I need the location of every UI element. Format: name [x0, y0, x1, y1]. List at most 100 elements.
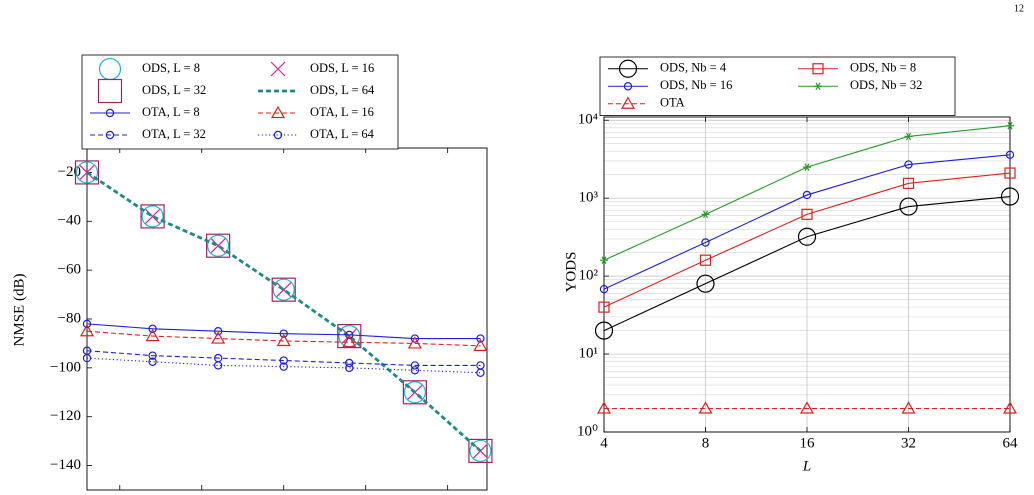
marker — [345, 358, 354, 368]
y-tick-label: −100 — [50, 359, 81, 375]
marker — [410, 366, 420, 375]
series-line — [603, 172, 1011, 308]
marker — [701, 238, 710, 247]
marker — [799, 401, 815, 414]
marker — [402, 380, 427, 405]
marker — [279, 356, 288, 365]
x-tick-label: 25 — [358, 493, 373, 495]
marker — [271, 277, 296, 302]
y-tick-label: 10³ — [579, 190, 599, 206]
y-tick-label: 10¹ — [579, 345, 599, 361]
marker — [97, 78, 123, 104]
marker — [206, 233, 231, 258]
y-tick-label: −40 — [58, 213, 81, 229]
marker — [473, 443, 488, 459]
marker — [802, 190, 812, 200]
x-tick-label: 8 — [702, 435, 710, 451]
marker — [698, 401, 713, 414]
marker — [140, 204, 165, 229]
marker — [342, 334, 357, 348]
marker — [476, 334, 485, 343]
marker — [469, 439, 492, 463]
marker — [618, 59, 638, 78]
y-tick-label: 10² — [579, 268, 599, 284]
legend-label: ODS, Nb = 32 — [850, 78, 922, 92]
marker — [1004, 167, 1016, 179]
marker — [403, 381, 426, 404]
x-tick-label: 4 — [600, 435, 608, 451]
y-tick-label: −120 — [50, 408, 81, 424]
legend-label: ODS, Nb = 4 — [660, 61, 727, 75]
x-tick-label: 15 — [194, 493, 209, 495]
legend-box — [81, 54, 399, 150]
marker — [337, 324, 362, 349]
page-number: 12 — [1014, 3, 1024, 14]
legend-label: ODS, L = 32 — [142, 83, 206, 97]
marker — [273, 130, 283, 140]
marker — [901, 401, 916, 414]
marker — [276, 333, 291, 347]
series-line — [86, 350, 481, 366]
marker — [279, 362, 288, 371]
marker — [699, 254, 712, 266]
legend-label: ODS, L = 64 — [310, 83, 375, 97]
series-line — [603, 195, 1011, 332]
marker — [812, 63, 824, 75]
legend-label: OTA, L = 64 — [310, 127, 375, 141]
x-tick-label: 30 — [440, 493, 455, 495]
marker — [345, 363, 354, 373]
marker — [620, 96, 636, 109]
series-line — [86, 171, 482, 452]
marker — [148, 351, 157, 360]
marker — [797, 227, 817, 246]
y-tick-label: 10⁴ — [578, 112, 598, 128]
marker — [211, 331, 226, 344]
marker — [696, 274, 715, 293]
marker — [82, 353, 92, 363]
marker — [210, 238, 226, 254]
marker — [105, 108, 115, 118]
marker — [598, 301, 610, 313]
legend-label: ODS, L = 8 — [142, 61, 200, 75]
marker — [476, 368, 485, 377]
legend-label: ODS, Nb = 16 — [660, 78, 732, 92]
marker — [899, 197, 918, 216]
marker — [279, 329, 288, 338]
legend-label: ODS, Nb = 8 — [850, 61, 916, 75]
marker — [801, 208, 813, 220]
marker — [148, 357, 157, 366]
x-tick-label: 16 — [800, 435, 816, 451]
legend-box — [599, 56, 956, 116]
plot-frame — [603, 116, 1011, 433]
marker — [473, 338, 488, 351]
marker — [270, 61, 286, 77]
legend-label: OTA, L = 32 — [142, 127, 206, 141]
marker — [814, 82, 822, 91]
marker — [594, 321, 614, 340]
marker — [1005, 150, 1015, 160]
series-line — [86, 357, 481, 374]
marker — [74, 160, 100, 185]
marker — [1006, 121, 1014, 130]
marker — [213, 327, 223, 336]
legend-label: ODS, L = 16 — [310, 61, 374, 75]
series-line — [603, 154, 1011, 290]
marker — [904, 160, 913, 169]
marker — [1000, 187, 1020, 206]
marker — [272, 278, 295, 301]
marker — [79, 324, 95, 337]
plot-frame — [86, 147, 488, 491]
x-tick-label: 20 — [276, 493, 291, 495]
marker — [270, 105, 286, 119]
legend-label: OTA, L = 8 — [142, 105, 200, 119]
marker — [145, 328, 160, 342]
marker — [213, 361, 223, 370]
marker — [468, 438, 493, 464]
marker — [148, 324, 157, 333]
marker — [1002, 401, 1018, 414]
marker — [105, 130, 115, 140]
marker — [596, 401, 612, 414]
x-tick-label: 64 — [1003, 435, 1019, 451]
